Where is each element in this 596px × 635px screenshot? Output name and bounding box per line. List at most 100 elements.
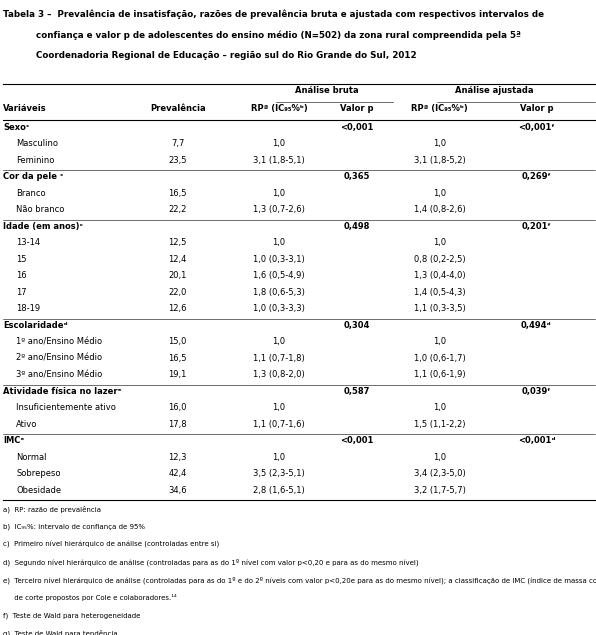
Text: 16,5: 16,5 [168,189,187,197]
Text: Prevalência: Prevalência [150,104,206,112]
Text: Valor p: Valor p [520,104,553,112]
Text: 12,5: 12,5 [169,238,187,247]
Text: Sobrepeso: Sobrepeso [16,469,61,478]
Text: 16,0: 16,0 [168,403,187,412]
Text: f)  Teste de Wald para heterogeneidade: f) Teste de Wald para heterogeneidade [3,612,140,618]
Text: 0,201ᶠ: 0,201ᶠ [522,222,551,231]
Text: 12,4: 12,4 [169,255,187,264]
Text: Não branco: Não branco [16,205,64,214]
Text: 1,0 (0,3-3,3): 1,0 (0,3-3,3) [253,304,305,313]
Text: Feminino: Feminino [16,156,54,164]
Text: 0,587: 0,587 [343,387,370,396]
Text: 1,0: 1,0 [433,453,446,462]
Text: 1,1 (0,7-1,6): 1,1 (0,7-1,6) [253,420,305,429]
Text: 1,0 (0,6-1,7): 1,0 (0,6-1,7) [414,354,465,363]
Text: 15,0: 15,0 [169,337,187,346]
Text: 1,0: 1,0 [272,139,285,148]
Text: 3º ano/Ensino Médio: 3º ano/Ensino Médio [16,370,103,379]
Text: IMCᵉ: IMCᵉ [3,436,24,445]
Text: 1,0: 1,0 [272,238,285,247]
Text: 1,8 (0,6-5,3): 1,8 (0,6-5,3) [253,288,305,297]
Text: de corte propostos por Cole e colaboradores.¹⁴: de corte propostos por Cole e colaborado… [3,594,177,601]
Text: 1,0: 1,0 [433,139,446,148]
Text: 1,0 (0,3-3,1): 1,0 (0,3-3,1) [253,255,305,264]
Text: <0,001: <0,001 [340,123,373,131]
Text: 3,4 (2,3-5,0): 3,4 (2,3-5,0) [414,469,465,478]
Text: 2,8 (1,6-5,1): 2,8 (1,6-5,1) [253,486,305,495]
Text: 16: 16 [16,271,27,280]
Text: Insuficientemente ativo: Insuficientemente ativo [16,403,116,412]
Text: 1º ano/Ensino Médio: 1º ano/Ensino Médio [16,337,103,346]
Text: 3,1 (1,8-5,2): 3,1 (1,8-5,2) [414,156,465,164]
Text: 17: 17 [16,288,27,297]
Text: 20,1: 20,1 [169,271,187,280]
Text: 12,6: 12,6 [168,304,187,313]
Text: 1,1 (0,7-1,8): 1,1 (0,7-1,8) [253,354,305,363]
Text: 1,4 (0,5-4,3): 1,4 (0,5-4,3) [414,288,465,297]
Text: <0,001ᶠ: <0,001ᶠ [518,123,555,131]
Text: 0,039ᶠ: 0,039ᶠ [522,387,551,396]
Text: Valor p: Valor p [340,104,373,112]
Text: 1,0: 1,0 [433,189,446,197]
Text: 22,0: 22,0 [169,288,187,297]
Text: d)  Segundo nível hierárquico de análise (controladas para as do 1º nível com va: d) Segundo nível hierárquico de análise … [3,559,418,566]
Text: a)  RP: razão de prevalência: a) RP: razão de prevalência [3,505,101,513]
Text: 1,4 (0,8-2,6): 1,4 (0,8-2,6) [414,205,465,214]
Text: Obesidade: Obesidade [16,486,61,495]
Text: 15: 15 [16,255,27,264]
Text: 3,5 (2,3-5,1): 3,5 (2,3-5,1) [253,469,305,478]
Text: confiança e valor p de adolescentes do ensino médio (N=502) da zona rural compre: confiança e valor p de adolescentes do e… [36,30,521,40]
Text: Normal: Normal [16,453,46,462]
Text: 1,0: 1,0 [272,337,285,346]
Text: RPª (IC₉₅%ᵇ): RPª (IC₉₅%ᵇ) [411,104,468,112]
Text: 0,269ᶠ: 0,269ᶠ [522,172,551,181]
Text: e)  Terceiro nível hierárquico de análise (controladas para as do 1º e do 2º nív: e) Terceiro nível hierárquico de análise… [3,577,596,584]
Text: 23,5: 23,5 [168,156,187,164]
Text: 19,1: 19,1 [169,370,187,379]
Text: 1,0: 1,0 [433,238,446,247]
Text: <0,001ᵈ: <0,001ᵈ [518,436,555,445]
Text: 1,3 (0,7-2,6): 1,3 (0,7-2,6) [253,205,305,214]
Text: Variáveis: Variáveis [3,104,46,112]
Text: Análise bruta: Análise bruta [295,86,358,95]
Text: 1,3 (0,4-4,0): 1,3 (0,4-4,0) [414,271,465,280]
Text: <0,001: <0,001 [340,436,373,445]
Text: c)  Primeiro nível hierárquico de análise (controladas entre si): c) Primeiro nível hierárquico de análise… [3,541,219,548]
Text: RPª (IC₉₅%ᵇ): RPª (IC₉₅%ᵇ) [250,104,308,112]
Text: Sexoᶜ: Sexoᶜ [3,123,29,131]
Text: 0,8 (0,2-2,5): 0,8 (0,2-2,5) [414,255,465,264]
Text: 1,6 (0,5-4,9): 1,6 (0,5-4,9) [253,271,305,280]
Text: 12,3: 12,3 [168,453,187,462]
Text: 0,304: 0,304 [343,321,370,330]
Text: 7,7: 7,7 [171,139,184,148]
Text: Cor da pele ᶜ: Cor da pele ᶜ [3,172,63,181]
Text: 3,1 (1,8-5,1): 3,1 (1,8-5,1) [253,156,305,164]
Text: Tabela 3 –  Prevalência de insatisfação, razões de prevalência bruta e ajustada : Tabela 3 – Prevalência de insatisfação, … [3,10,544,19]
Text: 1,0: 1,0 [272,189,285,197]
Text: Branco: Branco [16,189,46,197]
Text: 18-19: 18-19 [16,304,40,313]
Text: 34,6: 34,6 [168,486,187,495]
Text: Ativo: Ativo [16,420,38,429]
Text: 17,8: 17,8 [168,420,187,429]
Text: 1,0: 1,0 [272,403,285,412]
Text: 0,494ᵈ: 0,494ᵈ [521,321,552,330]
Text: 1,0: 1,0 [272,453,285,462]
Text: 0,365: 0,365 [343,172,370,181]
Text: Coordenadoria Regional de Educação – região sul do Rio Grande do Sul, 2012: Coordenadoria Regional de Educação – reg… [36,51,417,60]
Text: 3,2 (1,7-5,7): 3,2 (1,7-5,7) [414,486,466,495]
Text: 1,3 (0,8-2,0): 1,3 (0,8-2,0) [253,370,305,379]
Text: 1,0: 1,0 [433,403,446,412]
Text: Escolaridadeᵈ: Escolaridadeᵈ [3,321,67,330]
Text: Idade (em anos)ᶜ: Idade (em anos)ᶜ [3,222,83,231]
Text: 22,2: 22,2 [169,205,187,214]
Text: g)  Teste de Wald para tendência: g) Teste de Wald para tendência [3,630,117,635]
Text: 1,1 (0,6-1,9): 1,1 (0,6-1,9) [414,370,465,379]
Text: 2º ano/Ensino Médio: 2º ano/Ensino Médio [16,354,103,363]
Text: 13-14: 13-14 [16,238,40,247]
Text: b)  IC₉₅%: intervalo de confiança de 95%: b) IC₉₅%: intervalo de confiança de 95% [3,523,145,530]
Text: 16,5: 16,5 [168,354,187,363]
Text: 1,1 (0,3-3,5): 1,1 (0,3-3,5) [414,304,465,313]
Text: Masculino: Masculino [16,139,58,148]
Text: 1,5 (1,1-2,2): 1,5 (1,1-2,2) [414,420,465,429]
